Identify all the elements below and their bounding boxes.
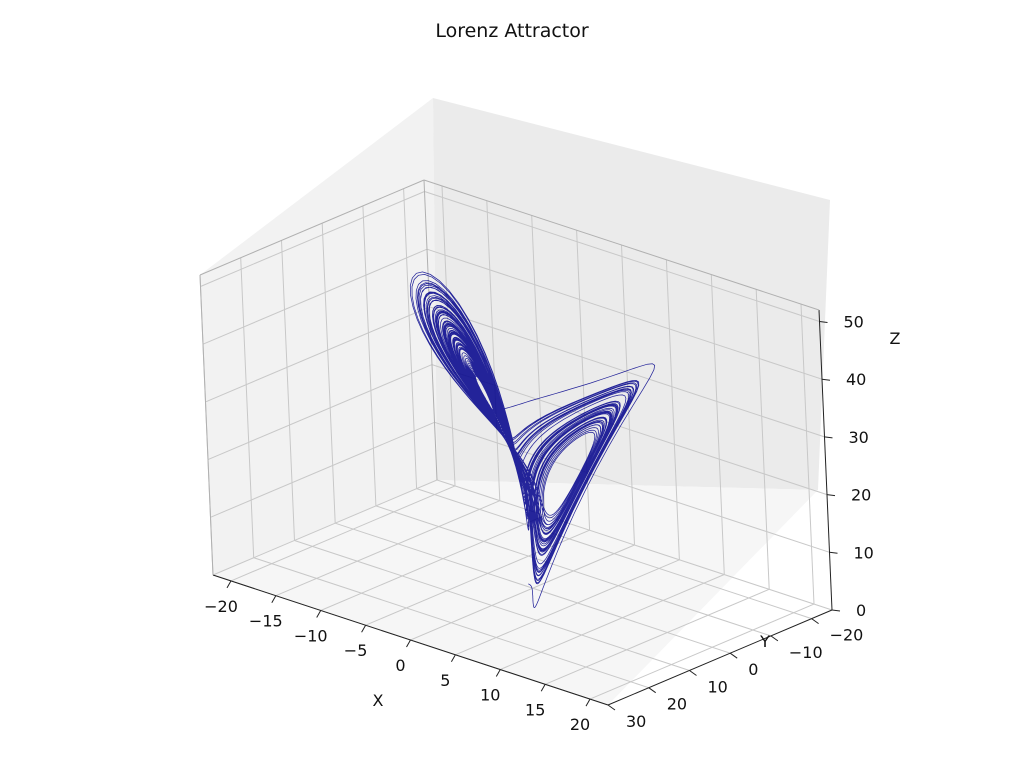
x-gridline-floor: [455, 559, 680, 656]
z-tick-mark: [829, 551, 838, 554]
y-axis-line: [607, 609, 833, 706]
z-tick-label: 0: [856, 601, 866, 620]
x-axis-label: X: [373, 691, 384, 710]
back-pane-yz: [433, 98, 830, 490]
pane-edge: [199, 274, 214, 576]
y-gridline-floor: [375, 505, 772, 637]
y-gridline-floor: [416, 488, 812, 620]
x-tick-mark: [540, 684, 546, 692]
y-tick-mark: [811, 618, 819, 625]
pane-edge: [423, 179, 820, 311]
z-gridline-back: [434, 421, 830, 553]
x-gridline-floor: [410, 544, 635, 641]
y-gridline-side: [281, 240, 295, 541]
x-tick-label: −10: [294, 627, 328, 646]
z-gridline-back: [429, 306, 825, 438]
z-tick-label: 30: [849, 428, 869, 447]
x-tick-mark: [226, 580, 232, 589]
y-tick-mark: [770, 635, 779, 642]
y-gridline-side: [362, 205, 377, 506]
x-tick-label: 0: [395, 656, 405, 675]
pane-edge: [199, 179, 425, 276]
z-axis-ticks: 0 10 20 30 40 50: [819, 313, 874, 620]
z-tick-mark: [821, 378, 831, 381]
x-gridline-floor: [500, 574, 725, 670]
x-gridline-floor: [275, 500, 500, 597]
z-tick-label: 20: [851, 486, 871, 505]
z-gridline-side: [210, 421, 435, 518]
y-tick-label: −20: [830, 626, 864, 645]
x-tick-label: 5: [440, 671, 450, 690]
floor-pane: [213, 480, 818, 705]
z-gridline-back: [436, 479, 833, 611]
x-tick-mark: [585, 698, 591, 707]
x-tick-mark: [495, 669, 501, 677]
x-axis-ticks: −20 −15 −10 −5 0 5 10 15 20: [204, 580, 591, 734]
z-gridline-side: [202, 248, 428, 345]
x-tick-label: 15: [525, 700, 545, 719]
x-tick-label: −5: [344, 641, 368, 660]
z-gridline-back: [426, 248, 823, 380]
x-tick-mark: [361, 624, 367, 633]
y-gridline-side: [403, 188, 418, 489]
y-gridline-side: [321, 223, 336, 524]
z-tick-mark: [826, 494, 836, 497]
x-gridline-back: [665, 259, 680, 560]
lorenz-trajectory-line: [409, 271, 656, 609]
x-tick-mark: [406, 639, 411, 648]
x-tick-label: 20: [570, 715, 590, 734]
z-tick-mark: [824, 436, 833, 439]
y-gridline-floor: [294, 540, 690, 671]
y-axis-label: Y: [759, 632, 770, 651]
z-gridline-side: [205, 306, 430, 403]
z-tick-mark: [831, 609, 841, 612]
z-axis-line: [818, 309, 833, 611]
x-tick-mark: [450, 654, 456, 663]
x-gridline-floor: [320, 515, 545, 611]
y-tick-mark: [689, 670, 697, 676]
x-gridline-floor: [230, 485, 456, 582]
y-tick-label: −10: [789, 643, 823, 662]
y-axis-ticks: −20 −10 0 10 20 30: [607, 618, 864, 731]
x-gridline-back: [710, 274, 725, 575]
y-tick-mark: [729, 652, 738, 659]
z-tick-mark: [819, 321, 828, 323]
x-tick-mark: [316, 610, 322, 618]
y-tick-label: 30: [626, 712, 646, 731]
x-tick-label: −15: [249, 612, 283, 631]
x-tick-mark: [271, 595, 277, 603]
z-gridline-side: [200, 191, 425, 287]
z-gridline-side: [207, 364, 433, 461]
z-tick-label: 40: [846, 370, 866, 389]
x-gridline-floor: [365, 529, 590, 626]
y-tick-label: 10: [708, 678, 728, 697]
x-tick-label: −20: [204, 597, 238, 616]
x-gridline-floor: [545, 588, 770, 685]
y-tick-label: 0: [748, 660, 758, 679]
x-gridline-back: [486, 200, 501, 501]
y-tick-mark: [648, 687, 656, 694]
y-tick-label: 20: [667, 695, 687, 714]
z-gridline-back: [424, 191, 820, 322]
x-gridline-back: [755, 289, 770, 590]
x-tick-label: 10: [480, 686, 500, 705]
y-gridline-floor: [253, 557, 649, 689]
back-pane-xz: [200, 98, 437, 575]
y-gridline-side: [240, 257, 255, 558]
z-tick-label: 50: [844, 313, 864, 332]
chart-title: Lorenz Attractor: [435, 20, 589, 42]
y-gridline-floor: [335, 522, 731, 654]
x-gridline-floor: [589, 603, 815, 700]
y-tick-mark: [607, 704, 616, 711]
z-gridline-side: [212, 479, 438, 576]
x-gridline-back: [621, 244, 635, 546]
z-axis-label: Z: [890, 329, 901, 348]
x-gridline-back: [800, 304, 815, 605]
attractor-series: [409, 271, 656, 609]
z-tick-label: 10: [854, 543, 874, 562]
